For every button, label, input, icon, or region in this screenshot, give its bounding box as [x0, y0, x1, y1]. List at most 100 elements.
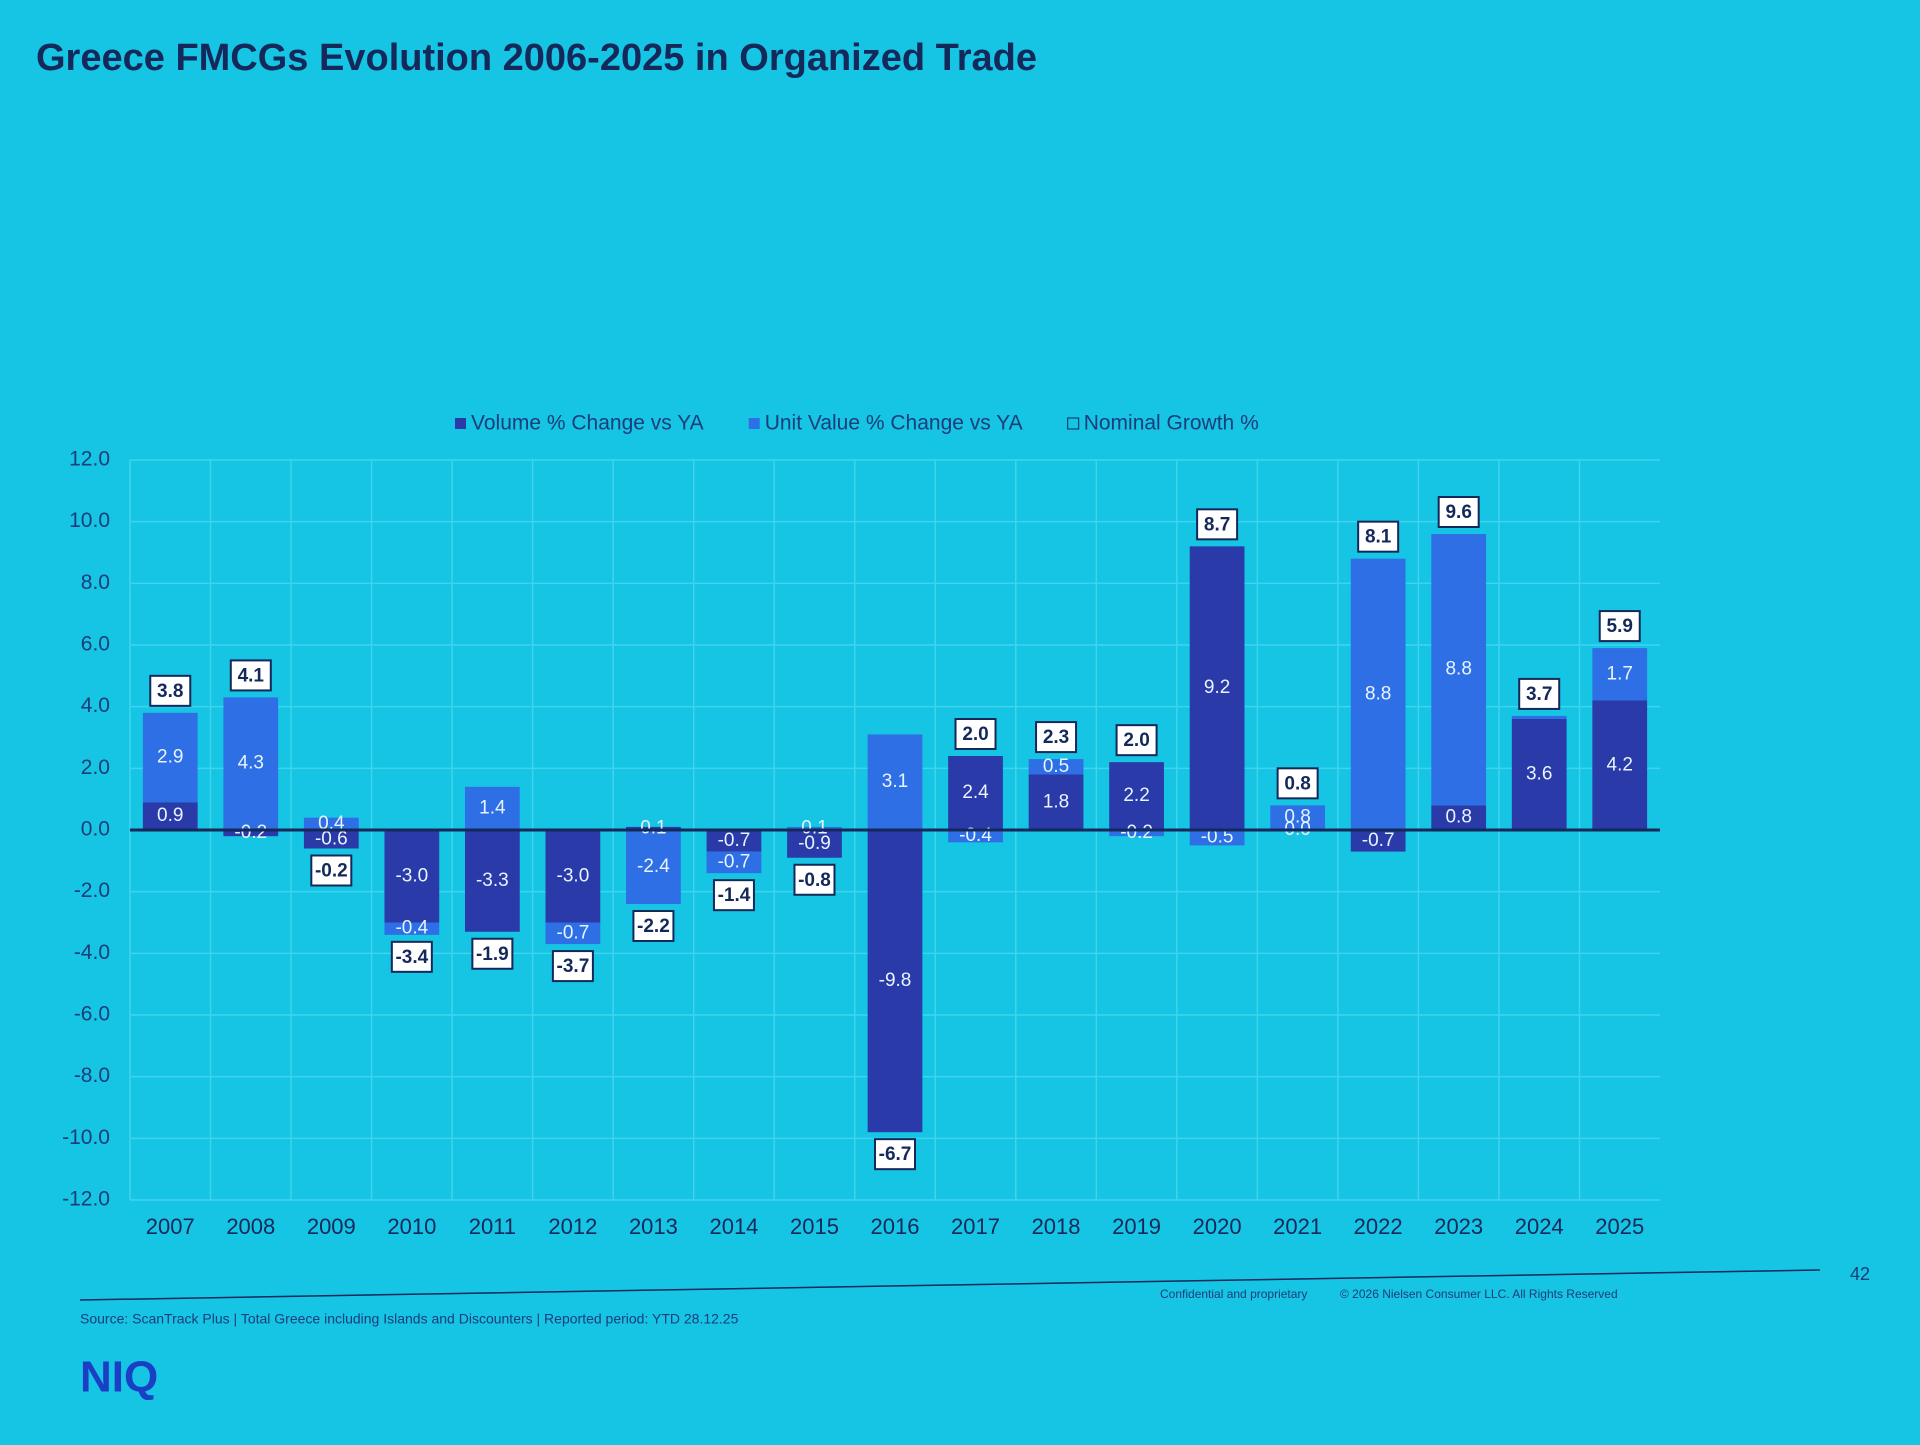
value-label: -9.8: [879, 970, 912, 991]
nominal-box: [1115, 724, 1158, 757]
y-tick-label: -8.0: [74, 1064, 110, 1087]
nominal-box: [551, 950, 594, 983]
bar-segment: [867, 830, 923, 1133]
bar-segment: [787, 826, 842, 830]
value-label: -0.7: [718, 851, 751, 872]
bar-segment: [1431, 805, 1487, 830]
value-label: 2.9: [157, 747, 183, 768]
y-tick-label: -12.0: [62, 1188, 110, 1211]
nominal-label: -2.2: [637, 916, 670, 937]
value-label: 0.8: [1284, 807, 1310, 828]
nominal-label: -0.2: [315, 861, 348, 882]
x-tick-label: 2024: [1515, 1214, 1564, 1239]
source-note: Source: ScanTrack Plus | Total Greece in…: [80, 1311, 739, 1327]
nominal-box: [1276, 767, 1319, 800]
x-tick-label: 2017: [951, 1214, 1000, 1239]
legend-label: Unit Value % Change vs YA: [765, 412, 1023, 435]
nominal-label: -3.4: [395, 947, 428, 968]
nominal-label: 2.0: [962, 724, 988, 745]
legend: Volume % Change vs YA Unit Value % Change…: [455, 412, 1259, 435]
bar-segment: [948, 830, 1003, 843]
x-tick-label: 2016: [871, 1214, 920, 1239]
bar-segment: [867, 734, 923, 830]
value-label: -3.0: [395, 865, 428, 886]
value-label: 0.9: [157, 805, 183, 826]
x-tick-label: 2015: [790, 1214, 839, 1239]
nominal-box: [632, 910, 675, 942]
value-label: 1.8: [1043, 791, 1069, 812]
logo: NIQ: [80, 1353, 158, 1402]
bar-segment: [1028, 759, 1084, 775]
nominal-box: [1518, 677, 1561, 710]
value-label: -0.5: [1201, 827, 1234, 848]
value-label: 0.1: [801, 817, 827, 838]
confidential-note: Confidential and proprietary: [1160, 1287, 1307, 1301]
bar-segment: [223, 697, 279, 830]
nominal-label: 9.6: [1445, 502, 1471, 523]
nominal-label: 5.9: [1607, 616, 1633, 637]
y-tick-label: 8.0: [81, 571, 110, 594]
value-label: 1.4: [479, 797, 506, 818]
value-label: -0.2: [234, 822, 267, 843]
value-label: -0.9: [798, 833, 831, 854]
x-tick-label: 2019: [1112, 1214, 1161, 1239]
page-number: 42: [1850, 1264, 1870, 1284]
bar-segment: [142, 802, 198, 830]
bar-segment: [142, 712, 198, 803]
value-label: 2.2: [1123, 785, 1149, 806]
x-tick-label: 2007: [146, 1214, 195, 1239]
bar-segment: [1350, 558, 1406, 830]
bar-segment: [545, 830, 601, 923]
value-label: 2.4: [962, 782, 989, 803]
bar-segment: [384, 830, 440, 923]
nominal-label: 4.1: [238, 665, 265, 686]
legend-swatch: [455, 418, 466, 429]
y-tick-label: 0.0: [81, 818, 110, 841]
x-tick-label: 2025: [1595, 1214, 1644, 1239]
value-label: -0.4: [959, 825, 992, 846]
nominal-label: 3.7: [1526, 684, 1552, 705]
bar-segment: [303, 830, 359, 849]
nominal-label: -6.7: [879, 1144, 912, 1165]
nominal-box: [1598, 610, 1641, 643]
nominal-label: -0.8: [798, 870, 831, 891]
nominal-box: [390, 940, 433, 973]
bar-segment: [626, 830, 681, 904]
legend-label: Volume % Change vs YA: [471, 412, 704, 435]
y-tick-label: -2.0: [74, 879, 110, 902]
legend-swatch: [748, 418, 760, 429]
value-label: 1.7: [1607, 663, 1633, 684]
nominal-box: [712, 879, 755, 912]
nominal-label: -1.9: [476, 944, 509, 965]
chart-title: Greece FMCGs Evolution 2006-2025 in Orga…: [36, 37, 1037, 79]
value-label: -0.7: [718, 830, 751, 851]
value-label: -3.3: [476, 870, 509, 891]
nominal-label: -1.4: [718, 885, 751, 906]
x-tick-label: 2013: [629, 1214, 678, 1239]
x-tick-label: 2021: [1273, 1214, 1322, 1239]
y-tick-label: 4.0: [81, 694, 110, 717]
value-label: 3.6: [1526, 764, 1552, 785]
y-tick-label: -10.0: [62, 1126, 110, 1149]
bar-segment: [1350, 830, 1406, 852]
value-label: 0.8: [1445, 807, 1471, 828]
y-tick-label: 12.0: [69, 448, 110, 471]
value-label: -0.7: [557, 922, 590, 943]
y-tick-label: -6.0: [74, 1003, 110, 1026]
nominal-box: [793, 863, 836, 896]
x-tick-label: 2008: [226, 1214, 275, 1239]
value-label: -0.6: [315, 828, 348, 849]
x-tick-label: 2010: [387, 1214, 436, 1239]
value-label: 8.8: [1445, 659, 1471, 680]
copyright-note: © 2026 Nielsen Consumer LLC. All Rights …: [1340, 1287, 1618, 1301]
nominal-box: [149, 674, 192, 707]
bar-segment: [1592, 700, 1648, 830]
nominal-label: 2.3: [1043, 727, 1069, 748]
x-tick-label: 2012: [548, 1214, 597, 1239]
nominal-label: 3.8: [157, 681, 183, 702]
bar-segment: [545, 922, 601, 945]
bar-segment: [1028, 774, 1084, 830]
nominal-label: -3.7: [557, 956, 590, 977]
